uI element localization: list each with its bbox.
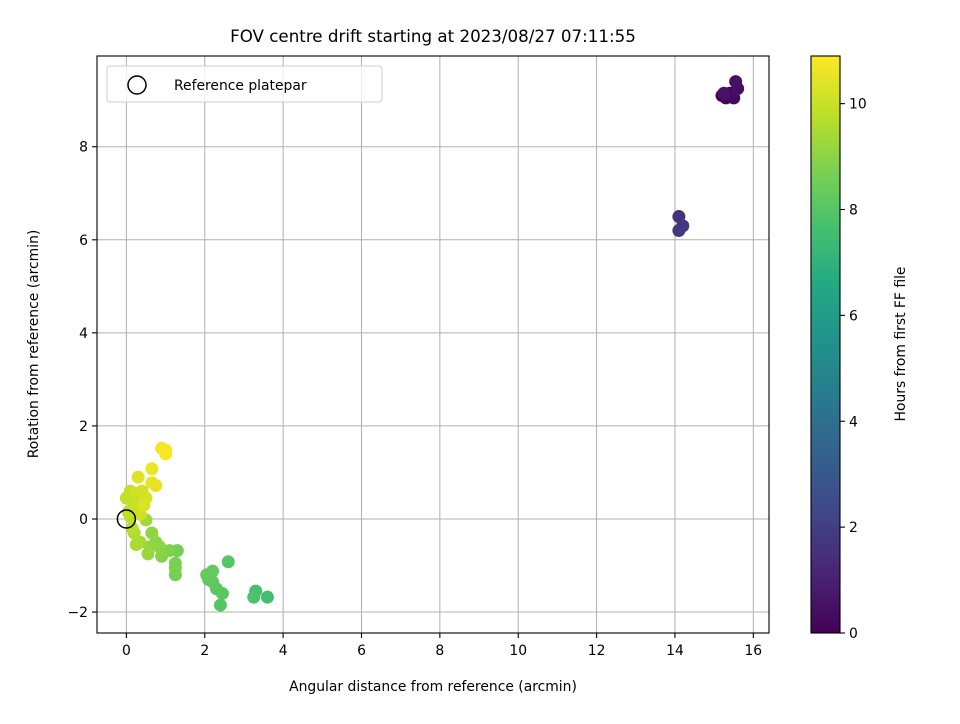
data-point [247, 590, 261, 604]
data-point [131, 470, 145, 484]
y-tick-label: 4 [79, 326, 88, 342]
data-point [145, 526, 159, 540]
colorbar-tick-label: 2 [849, 520, 858, 536]
colorbar-label: Hours from first FF file [893, 267, 909, 422]
x-tick-label: 14 [666, 643, 684, 659]
x-tick-label: 6 [357, 643, 366, 659]
y-axis-label: Rotation from reference (arcmin) [26, 230, 42, 459]
data-point [206, 564, 220, 578]
data-point [213, 598, 227, 612]
data-point [137, 498, 151, 512]
data-point [717, 86, 731, 100]
legend-box [106, 65, 383, 103]
legend-entry-reference-platepar: Reference platepar [174, 78, 307, 94]
legend: Reference platepar [106, 65, 383, 103]
y-tick-label: 6 [79, 233, 88, 249]
y-tick-label: 0 [79, 512, 88, 528]
data-point [672, 223, 686, 237]
data-point [159, 447, 173, 461]
colorbar-tick-label: 10 [849, 97, 867, 113]
x-tick-label: 8 [435, 643, 444, 659]
x-tick-label: 12 [588, 643, 606, 659]
colorbar-tick-label: 8 [849, 203, 858, 219]
colorbar-tick-label: 0 [849, 626, 858, 642]
plot-frame [96, 55, 770, 634]
chart-title: FOV centre drift starting at 2023/08/27 … [230, 26, 636, 46]
reference-platepar-marker [116, 509, 137, 529]
y-axis-ticks: −2 0 2 4 6 8 [68, 140, 97, 621]
data-point [221, 555, 235, 569]
data-point [260, 590, 274, 604]
y-tick-label: 8 [79, 140, 88, 156]
x-tick-label: 0 [122, 643, 131, 659]
data-point [729, 75, 743, 89]
data-points [119, 75, 745, 612]
x-axis-label: Angular distance from reference (arcmin) [289, 679, 577, 695]
colorbar-gradient [810, 55, 841, 634]
x-axis-ticks: 0 2 4 6 8 10 12 14 16 [122, 633, 762, 659]
legend-reference-marker [127, 75, 147, 95]
y-tick-label: 2 [79, 419, 88, 435]
grid [97, 56, 769, 633]
x-tick-label: 4 [279, 643, 288, 659]
colorbar-ticks: 0 2 4 6 8 10 [840, 97, 867, 642]
data-point [149, 478, 163, 492]
colorbar-tick-label: 4 [849, 414, 858, 430]
data-point [141, 547, 155, 561]
data-point [129, 538, 143, 552]
x-tick-label: 2 [200, 643, 209, 659]
y-tick-label: −2 [68, 605, 88, 621]
data-point [145, 462, 159, 476]
colorbar: 0 2 4 6 8 10 Hours from first FF file [810, 55, 909, 642]
data-point [168, 556, 182, 570]
x-tick-label: 10 [509, 643, 527, 659]
x-tick-label: 16 [744, 643, 762, 659]
colorbar-tick-label: 6 [849, 308, 858, 324]
data-point [125, 521, 139, 535]
